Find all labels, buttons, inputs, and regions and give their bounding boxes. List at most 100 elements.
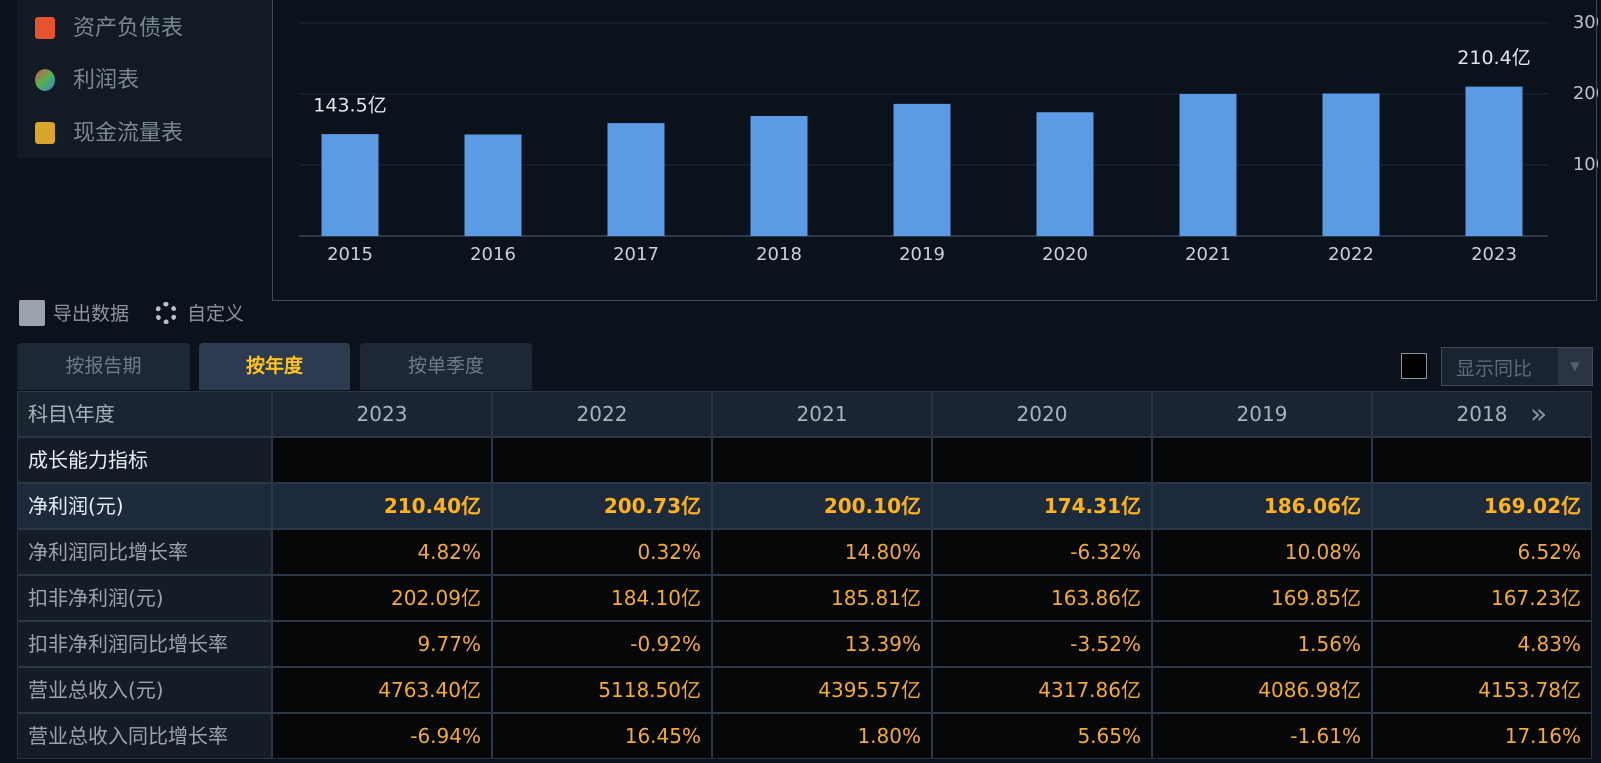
section-label: 成长能力指标 xyxy=(17,437,272,483)
value-cell: 0.32% xyxy=(492,529,712,575)
value-cell: 4086.98亿 xyxy=(1152,667,1372,713)
value-cell: 10.08% xyxy=(1152,529,1372,575)
header-cell: 2023 xyxy=(272,391,492,437)
bar xyxy=(607,123,665,236)
menu-item[interactable]: 利润表 xyxy=(73,68,140,93)
value-cell: 210.40亿 xyxy=(272,483,492,529)
menu-item[interactable]: 资产负债表 xyxy=(73,16,184,41)
bar xyxy=(464,134,522,236)
value-cell: -3.52% xyxy=(932,621,1152,667)
value-cell xyxy=(272,437,492,483)
value-cell: 4317.86亿 xyxy=(932,667,1152,713)
scroll-arrow[interactable]: » xyxy=(1530,397,1548,430)
bar xyxy=(1322,93,1380,237)
value-cell xyxy=(1152,437,1372,483)
bar xyxy=(1465,86,1523,236)
tab[interactable]: 按报告期 xyxy=(17,343,190,390)
export-icon xyxy=(19,300,45,326)
value-cell: 200.10亿 xyxy=(712,483,932,529)
icon xyxy=(35,122,55,144)
header-cell: 2018 xyxy=(1372,391,1592,437)
value-cell: 1.80% xyxy=(712,713,932,759)
dropdown-label: 显示同比 xyxy=(1456,358,1533,380)
value-cell: 169.85亿 xyxy=(1152,575,1372,621)
chart: 100 200 300 2015 143.5亿 2016 2017 2018 2019 2020 2… xyxy=(299,12,1601,265)
row-label: 营业总收入同比增长率 xyxy=(17,713,272,759)
value-cell: 4.82% xyxy=(272,529,492,575)
value-cell: 186.06亿 xyxy=(1152,483,1372,529)
value-cell: 5118.50亿 xyxy=(492,667,712,713)
value-cell: -0.92% xyxy=(492,621,712,667)
bar xyxy=(750,115,808,236)
value-cell: 163.86亿 xyxy=(932,575,1152,621)
value-cell: 1.56% xyxy=(1152,621,1372,667)
checkbox[interactable] xyxy=(1401,353,1427,379)
y-tick-label: 300 xyxy=(1573,12,1598,33)
value-cell: 169.02亿 xyxy=(1372,483,1592,529)
x-tick-label: 2022 xyxy=(1328,244,1374,265)
menu-item[interactable]: 现金流量表 xyxy=(73,121,184,146)
tab[interactable]: 按单季度 xyxy=(360,343,532,390)
header-cell: 2021 xyxy=(712,391,932,437)
value-cell: 9.77% xyxy=(272,621,492,667)
value-cell: 167.23亿 xyxy=(1372,575,1592,621)
value-cell: 185.81亿 xyxy=(712,575,932,621)
chart-panel: 100 200 300 2015 143.5亿 2016 2017 2018 2019 2020 2… xyxy=(272,0,1601,301)
x-tick-label: 2016 xyxy=(470,244,516,265)
value-cell: 17.16% xyxy=(1372,713,1592,759)
dropdown[interactable]: 显示同比 ▼ xyxy=(1441,347,1593,386)
value-cell: 16.45% xyxy=(492,713,712,759)
header-cell: 2022 xyxy=(492,391,712,437)
value-cell xyxy=(492,437,712,483)
value-cell: -1.61% xyxy=(1152,713,1372,759)
value-cell: 6.52% xyxy=(1372,529,1592,575)
value-cell: 4153.78亿 xyxy=(1372,667,1592,713)
x-tick-label: 2018 xyxy=(756,244,802,265)
bar xyxy=(893,103,951,236)
row-label: 营业总收入(元) xyxy=(17,667,272,713)
customize-button[interactable]: 自定义 xyxy=(187,303,245,325)
export-button[interactable]: 导出数据 xyxy=(53,303,130,325)
x-tick-label: 2023 xyxy=(1471,244,1517,265)
y-tick-label: 200 xyxy=(1573,83,1598,104)
value-cell: 200.73亿 xyxy=(492,483,712,529)
sidebar: 资产负债表 利润表 现金流量表 xyxy=(17,0,272,158)
value-cell: -6.94% xyxy=(272,713,492,759)
header-cell: 科目\年度 xyxy=(17,391,272,437)
header-cell: 2019 xyxy=(1152,391,1372,437)
data-label: 143.5亿 xyxy=(313,95,386,117)
value-cell: 13.39% xyxy=(712,621,932,667)
y-tick-label: 100 xyxy=(1573,154,1598,175)
value-cell: -6.32% xyxy=(932,529,1152,575)
x-tick-label: 2021 xyxy=(1185,244,1231,265)
bar xyxy=(1036,112,1094,236)
bar xyxy=(1179,93,1237,236)
x-tick-label: 2020 xyxy=(1042,244,1088,265)
row-label: 净利润同比增长率 xyxy=(17,529,272,575)
data-label: 210.4亿 xyxy=(1457,47,1530,69)
value-cell: 14.80% xyxy=(712,529,932,575)
value-cell xyxy=(932,437,1152,483)
bar xyxy=(321,134,379,236)
value-cell: 202.09亿 xyxy=(272,575,492,621)
value-cell: 184.10亿 xyxy=(492,575,712,621)
icon xyxy=(35,69,55,91)
value-cell: 4763.40亿 xyxy=(272,667,492,713)
x-tick-label: 2019 xyxy=(899,244,945,265)
icon xyxy=(35,17,55,39)
row-label: 扣非净利润(元) xyxy=(17,575,272,621)
value-cell: 174.31亿 xyxy=(932,483,1152,529)
dropdown-arrow: ▼ xyxy=(1558,348,1592,385)
tab-active[interactable]: 按年度 xyxy=(199,343,350,390)
row-label: 净利润(元) xyxy=(17,483,272,529)
value-cell xyxy=(1372,437,1592,483)
value-cell xyxy=(712,437,932,483)
value-cell: 4395.57亿 xyxy=(712,667,932,713)
row-label: 扣非净利润同比增长率 xyxy=(17,621,272,667)
x-tick-label: 2015 xyxy=(327,244,373,265)
value-cell: 4.83% xyxy=(1372,621,1592,667)
header-cell: 2020 xyxy=(932,391,1152,437)
gear-icon xyxy=(155,302,177,324)
value-cell: 5.65% xyxy=(932,713,1152,759)
